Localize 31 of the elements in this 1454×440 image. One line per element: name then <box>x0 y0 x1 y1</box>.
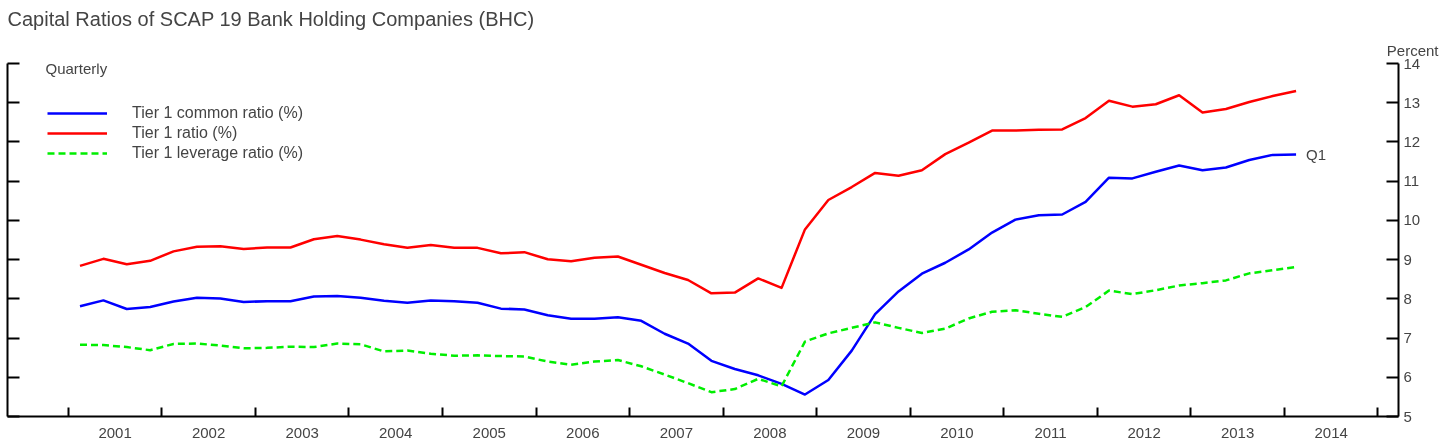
x-tick-label: 2011 <box>1034 423 1067 440</box>
y-tick-label: 13 <box>1403 93 1421 111</box>
y-axis-title: Percent <box>1386 41 1440 59</box>
legend-label: Tier 1 ratio (%) <box>132 124 238 142</box>
y-tick-label: 5 <box>1403 407 1412 425</box>
x-tick-label: 2006 <box>566 423 600 440</box>
x-tick-label: 2008 <box>753 423 787 440</box>
y-tick-label: 7 <box>1403 329 1412 347</box>
line-series <box>78 89 1298 295</box>
x-tick-label: 2001 <box>98 423 132 440</box>
y-tick-label: 12 <box>1403 132 1421 150</box>
x-tick-label: 2005 <box>472 423 506 440</box>
x-tick-label: 2013 <box>1220 423 1255 440</box>
x-tick-label: 2002 <box>191 423 226 440</box>
x-tick-label: 2009 <box>846 423 881 440</box>
x-tick-label: 2014 <box>1314 423 1348 440</box>
annotation: Q1 <box>1306 146 1327 163</box>
x-tick-label: 2003 <box>285 423 319 440</box>
x-tick-label: 2007 <box>659 423 694 440</box>
annotation: Quarterly <box>45 59 108 77</box>
x-tick-label: 2012 <box>1127 423 1161 440</box>
y-tick-label: 9 <box>1403 250 1412 268</box>
legend-label: Tier 1 common ratio (%) <box>132 104 303 122</box>
y-tick-label: 6 <box>1403 368 1412 386</box>
x-tick-label: 2010 <box>940 423 974 440</box>
legend-label: Tier 1 leverage ratio (%) <box>132 144 304 162</box>
x-tick-label: 2004 <box>379 423 413 440</box>
chart-title: Capital Ratios of SCAP 19 Bank Holding Companies (BHC) <box>7 7 535 30</box>
y-tick-label: 10 <box>1403 211 1421 229</box>
y-tick-label: 11 <box>1403 172 1420 190</box>
y-tick-label: 8 <box>1403 289 1412 307</box>
